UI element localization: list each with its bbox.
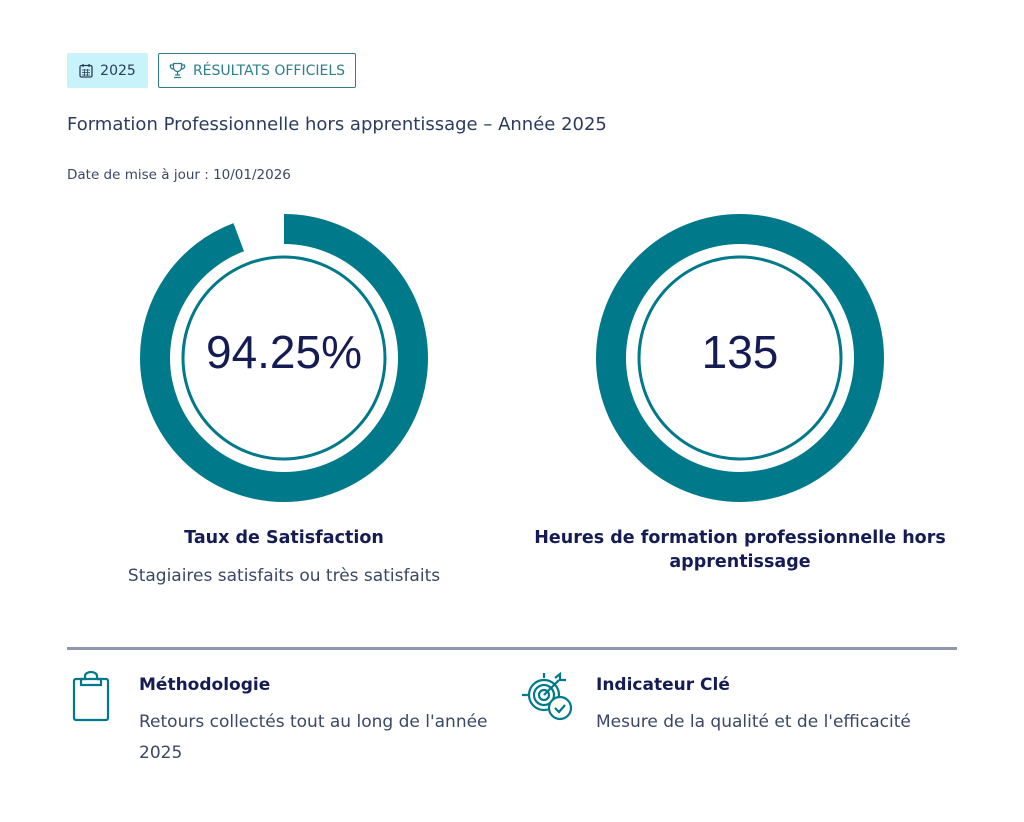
update-date: Date de mise à jour : 10/01/2026 [67, 167, 291, 183]
inner-circle [637, 255, 843, 461]
methodology-text: Retours collectés tout au long de l'anné… [139, 712, 488, 763]
satisfaction-label: Taux de Satisfaction [184, 528, 384, 548]
calendar-icon [79, 64, 93, 78]
divider [67, 647, 957, 650]
satisfaction-ring-arc [140, 214, 428, 502]
trophy-icon [169, 62, 186, 79]
satisfaction-ring [140, 214, 428, 502]
year-badge: 2025 [67, 53, 148, 88]
hours-value: 135 [701, 326, 779, 378]
satisfaction-value: 94.25% [205, 326, 362, 378]
year-badge-label: 2025 [100, 62, 136, 79]
key-indicator-text: Mesure de la qualité et de l'efficacité [596, 712, 911, 732]
satisfaction-sublabel: Stagiaires satisfaits ou très satisfaits [127, 566, 441, 586]
official-results-badge: RÉSULTATS OFFICIELS [158, 53, 356, 88]
inner-circle [181, 255, 387, 461]
hours-label: Heures de formation professionnelle hors… [534, 528, 946, 572]
key-indicator-title: Indicateur Clé [596, 675, 730, 695]
methodology-title: Méthodologie [139, 675, 271, 695]
official-badge-label: RÉSULTATS OFFICIELS [192, 62, 346, 79]
target-check-icon [522, 671, 573, 721]
clipboard-icon [72, 670, 110, 722]
hours-ring [596, 214, 884, 502]
hours-ring-arc [596, 214, 884, 502]
page-title: Formation Professionnelle hors apprentis… [67, 114, 607, 135]
